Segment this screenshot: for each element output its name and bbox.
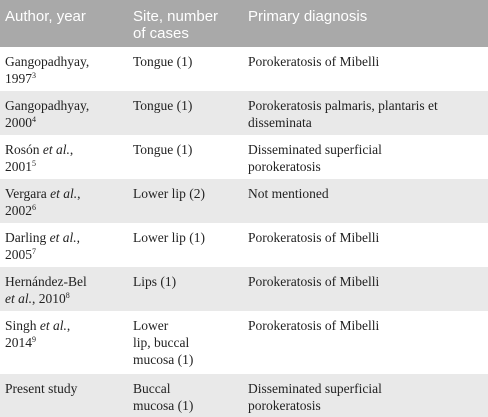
cell-diagnosis: Disseminated superficial porokeratosis [248,381,382,413]
cell-author: Singh et al., 20149 [5,318,71,350]
cell-author: Present study [5,381,78,396]
table-row: Rosón et al., 20015 Tongue (1) Dissemina… [0,135,488,179]
cell-site: Lower lip (2) [133,186,205,201]
cell-site: Buccal mucosa (1) [133,381,194,413]
cell-author: Vergara et al., 20026 [5,186,81,218]
cell-site: Tongue (1) [133,142,193,157]
table-row: Vergara et al., 20026 Lower lip (2) Not … [0,179,488,223]
cell-author: Gangopadhyay, 19973 [5,54,90,86]
cell-diagnosis: Porokeratosis of Mibelli [248,318,380,333]
header-primary-diagnosis: Primary diagnosis [248,8,368,25]
cell-author: Darling et al., 20057 [5,230,80,262]
cell-author: Hernández-Bel et al., 20108 [5,274,87,306]
table-row: Gangopadhyay, 19973 Tongue (1) Porokerat… [0,47,488,91]
table-row: Darling et al., 20057 Lower lip (1) Poro… [0,223,488,267]
cell-site: Tongue (1) [133,98,193,113]
header-site-cases: Site, number of cases [133,8,219,42]
cell-diagnosis: Porokeratosis of Mibelli [248,274,380,289]
cell-site: Tongue (1) [133,54,193,69]
table-row: Gangopadhyay, 20004 Tongue (1) Porokerat… [0,91,488,135]
table-row: Hernández-Bel et al., 20108 Lips (1) Por… [0,267,488,311]
header-author-year: Author, year [5,8,86,25]
cell-author: Gangopadhyay, 20004 [5,98,90,130]
table-row: Present study Buccal mucosa (1) Dissemin… [0,374,488,417]
cell-diagnosis: Not mentioned [248,186,329,201]
cell-diagnosis: Porokeratosis palmaris, plantaris et dis… [248,98,438,130]
cell-diagnosis: Porokeratosis of Mibelli [248,54,380,69]
table-row: Singh et al., 20149 Lower lip, buccal mu… [0,311,488,374]
cell-site: Lower lip (1) [133,230,205,245]
cell-site: Lower lip, buccal mucosa (1) [133,318,194,367]
table-header: Author, year Site, number of cases Prima… [0,0,488,47]
cell-diagnosis: Porokeratosis of Mibelli [248,230,380,245]
cell-site: Lips (1) [133,274,177,289]
cell-diagnosis: Disseminated superficial porokeratosis [248,142,382,174]
cell-author: Rosón et al., 20015 [5,142,74,174]
